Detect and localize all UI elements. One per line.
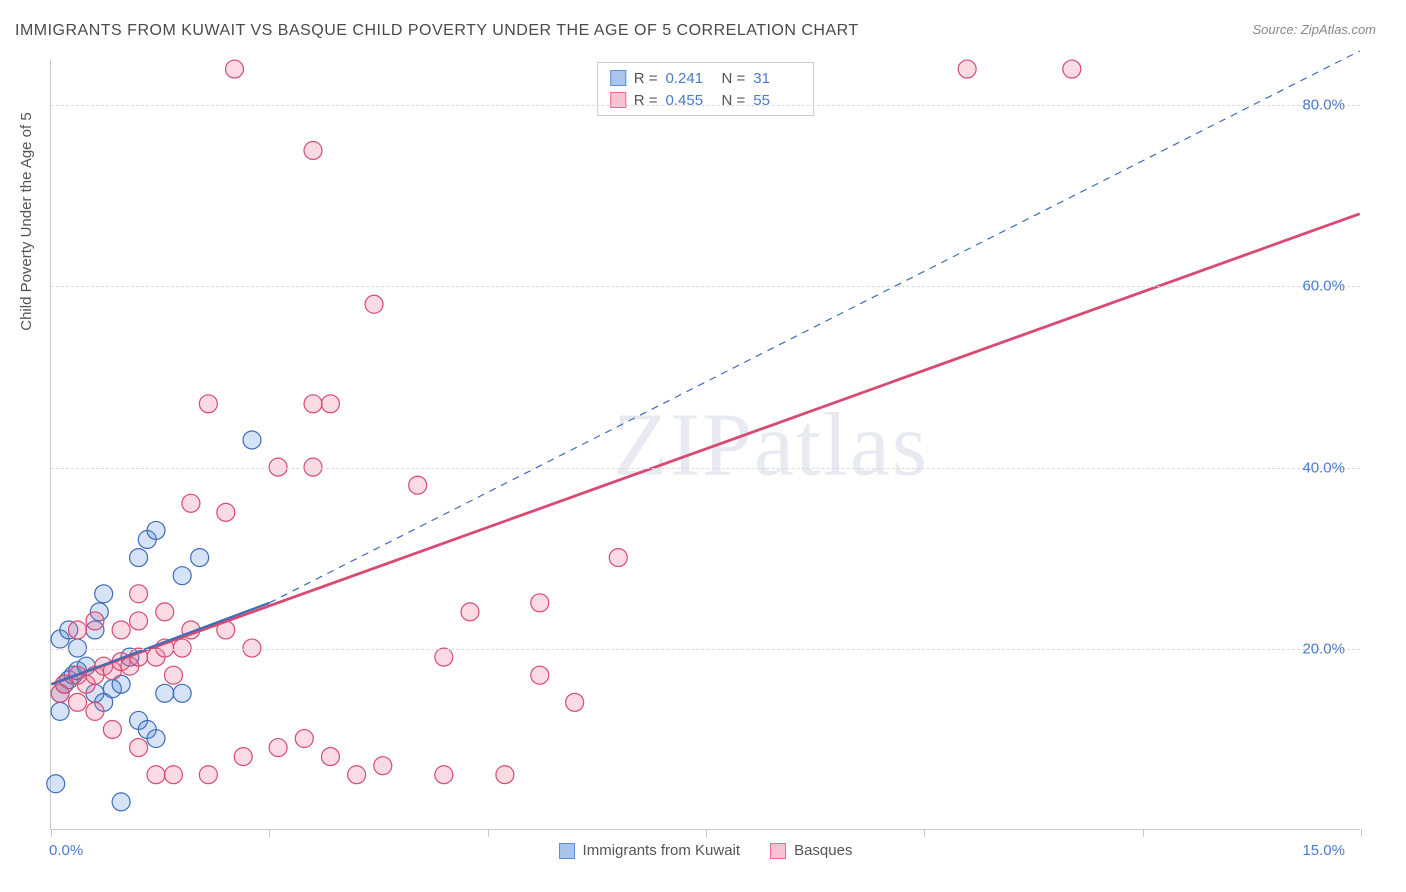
- data-point: [164, 766, 182, 784]
- trend-line-kuwait-dashed: [269, 51, 1359, 603]
- data-point: [409, 476, 427, 494]
- data-point: [234, 748, 252, 766]
- legend-stat-row: R = 0.241 N = 31: [610, 67, 802, 89]
- data-point: [47, 775, 65, 793]
- data-point: [321, 395, 339, 413]
- data-point: [304, 141, 322, 159]
- data-point: [130, 549, 148, 567]
- x-tick-max: 15.0%: [1302, 842, 1345, 859]
- data-point: [86, 612, 104, 630]
- data-point: [51, 702, 69, 720]
- data-point: [173, 684, 191, 702]
- legend-swatch: [559, 843, 575, 859]
- data-point: [130, 739, 148, 757]
- source-citation: Source: ZipAtlas.com: [1252, 22, 1376, 37]
- data-point: [365, 295, 383, 313]
- data-point: [374, 757, 392, 775]
- legend-stats-box: R = 0.241 N = 31 R =0.455N =55: [597, 62, 815, 116]
- legend-label: Immigrants from Kuwait: [583, 842, 741, 859]
- x-tick: [488, 829, 489, 837]
- data-point: [609, 549, 627, 567]
- data-point: [69, 693, 87, 711]
- data-point: [269, 739, 287, 757]
- data-point: [147, 766, 165, 784]
- r-value: 0.241: [666, 70, 714, 87]
- data-point: [199, 395, 217, 413]
- legend-stat-row: R =0.455N =55: [610, 89, 802, 111]
- x-tick: [51, 829, 52, 837]
- trend-line-basques: [51, 214, 1359, 684]
- chart-svg: [51, 60, 1360, 829]
- legend-series: Immigrants from Kuwait Basques: [559, 842, 853, 859]
- gridline-h: [51, 649, 1360, 650]
- legend-label: Basques: [794, 842, 852, 859]
- data-point: [86, 702, 104, 720]
- data-point: [156, 603, 174, 621]
- data-point: [958, 60, 976, 78]
- x-tick: [269, 829, 270, 837]
- data-point: [435, 766, 453, 784]
- y-tick-label: 80.0%: [1302, 97, 1345, 114]
- data-point: [164, 666, 182, 684]
- data-point: [295, 730, 313, 748]
- data-point: [531, 666, 549, 684]
- r-label: R =: [634, 70, 658, 87]
- legend-swatch: [610, 70, 626, 86]
- data-point: [217, 503, 235, 521]
- y-tick-label: 20.0%: [1302, 640, 1345, 657]
- gridline-h: [51, 468, 1360, 469]
- y-tick-label: 60.0%: [1302, 278, 1345, 295]
- plot-area: ZIPatlas R =0.241N =31R =0.455N =55 0.0%…: [50, 60, 1360, 830]
- data-point: [147, 730, 165, 748]
- x-tick-min: 0.0%: [49, 842, 83, 859]
- data-point: [112, 621, 130, 639]
- data-point: [435, 648, 453, 666]
- data-point: [182, 494, 200, 512]
- data-point: [103, 720, 121, 738]
- data-point: [69, 621, 87, 639]
- data-point: [130, 585, 148, 603]
- data-point: [304, 395, 322, 413]
- data-point: [191, 549, 209, 567]
- legend-swatch: [770, 843, 786, 859]
- x-tick: [924, 829, 925, 837]
- gridline-h: [51, 286, 1360, 287]
- gridline-h: [51, 105, 1360, 106]
- data-point: [1063, 60, 1081, 78]
- legend-item: Immigrants from Kuwait: [559, 842, 741, 859]
- data-point: [173, 567, 191, 585]
- data-point: [348, 766, 366, 784]
- data-point: [147, 521, 165, 539]
- data-point: [243, 431, 261, 449]
- data-point: [566, 693, 584, 711]
- data-point: [95, 585, 113, 603]
- n-value: 31: [753, 70, 801, 87]
- data-point: [226, 60, 244, 78]
- data-point: [199, 766, 217, 784]
- data-point: [321, 748, 339, 766]
- y-axis-label: Child Poverty Under the Age of 5: [18, 112, 35, 330]
- n-label: N =: [722, 70, 746, 87]
- data-point: [531, 594, 549, 612]
- data-point: [156, 684, 174, 702]
- x-tick: [1143, 829, 1144, 837]
- x-tick: [1361, 829, 1362, 837]
- data-point: [130, 612, 148, 630]
- y-tick-label: 40.0%: [1302, 459, 1345, 476]
- x-tick: [706, 829, 707, 837]
- legend-item: Basques: [770, 842, 852, 859]
- data-point: [496, 766, 514, 784]
- data-point: [461, 603, 479, 621]
- chart-title: IMMIGRANTS FROM KUWAIT VS BASQUE CHILD P…: [15, 22, 859, 40]
- data-point: [112, 793, 130, 811]
